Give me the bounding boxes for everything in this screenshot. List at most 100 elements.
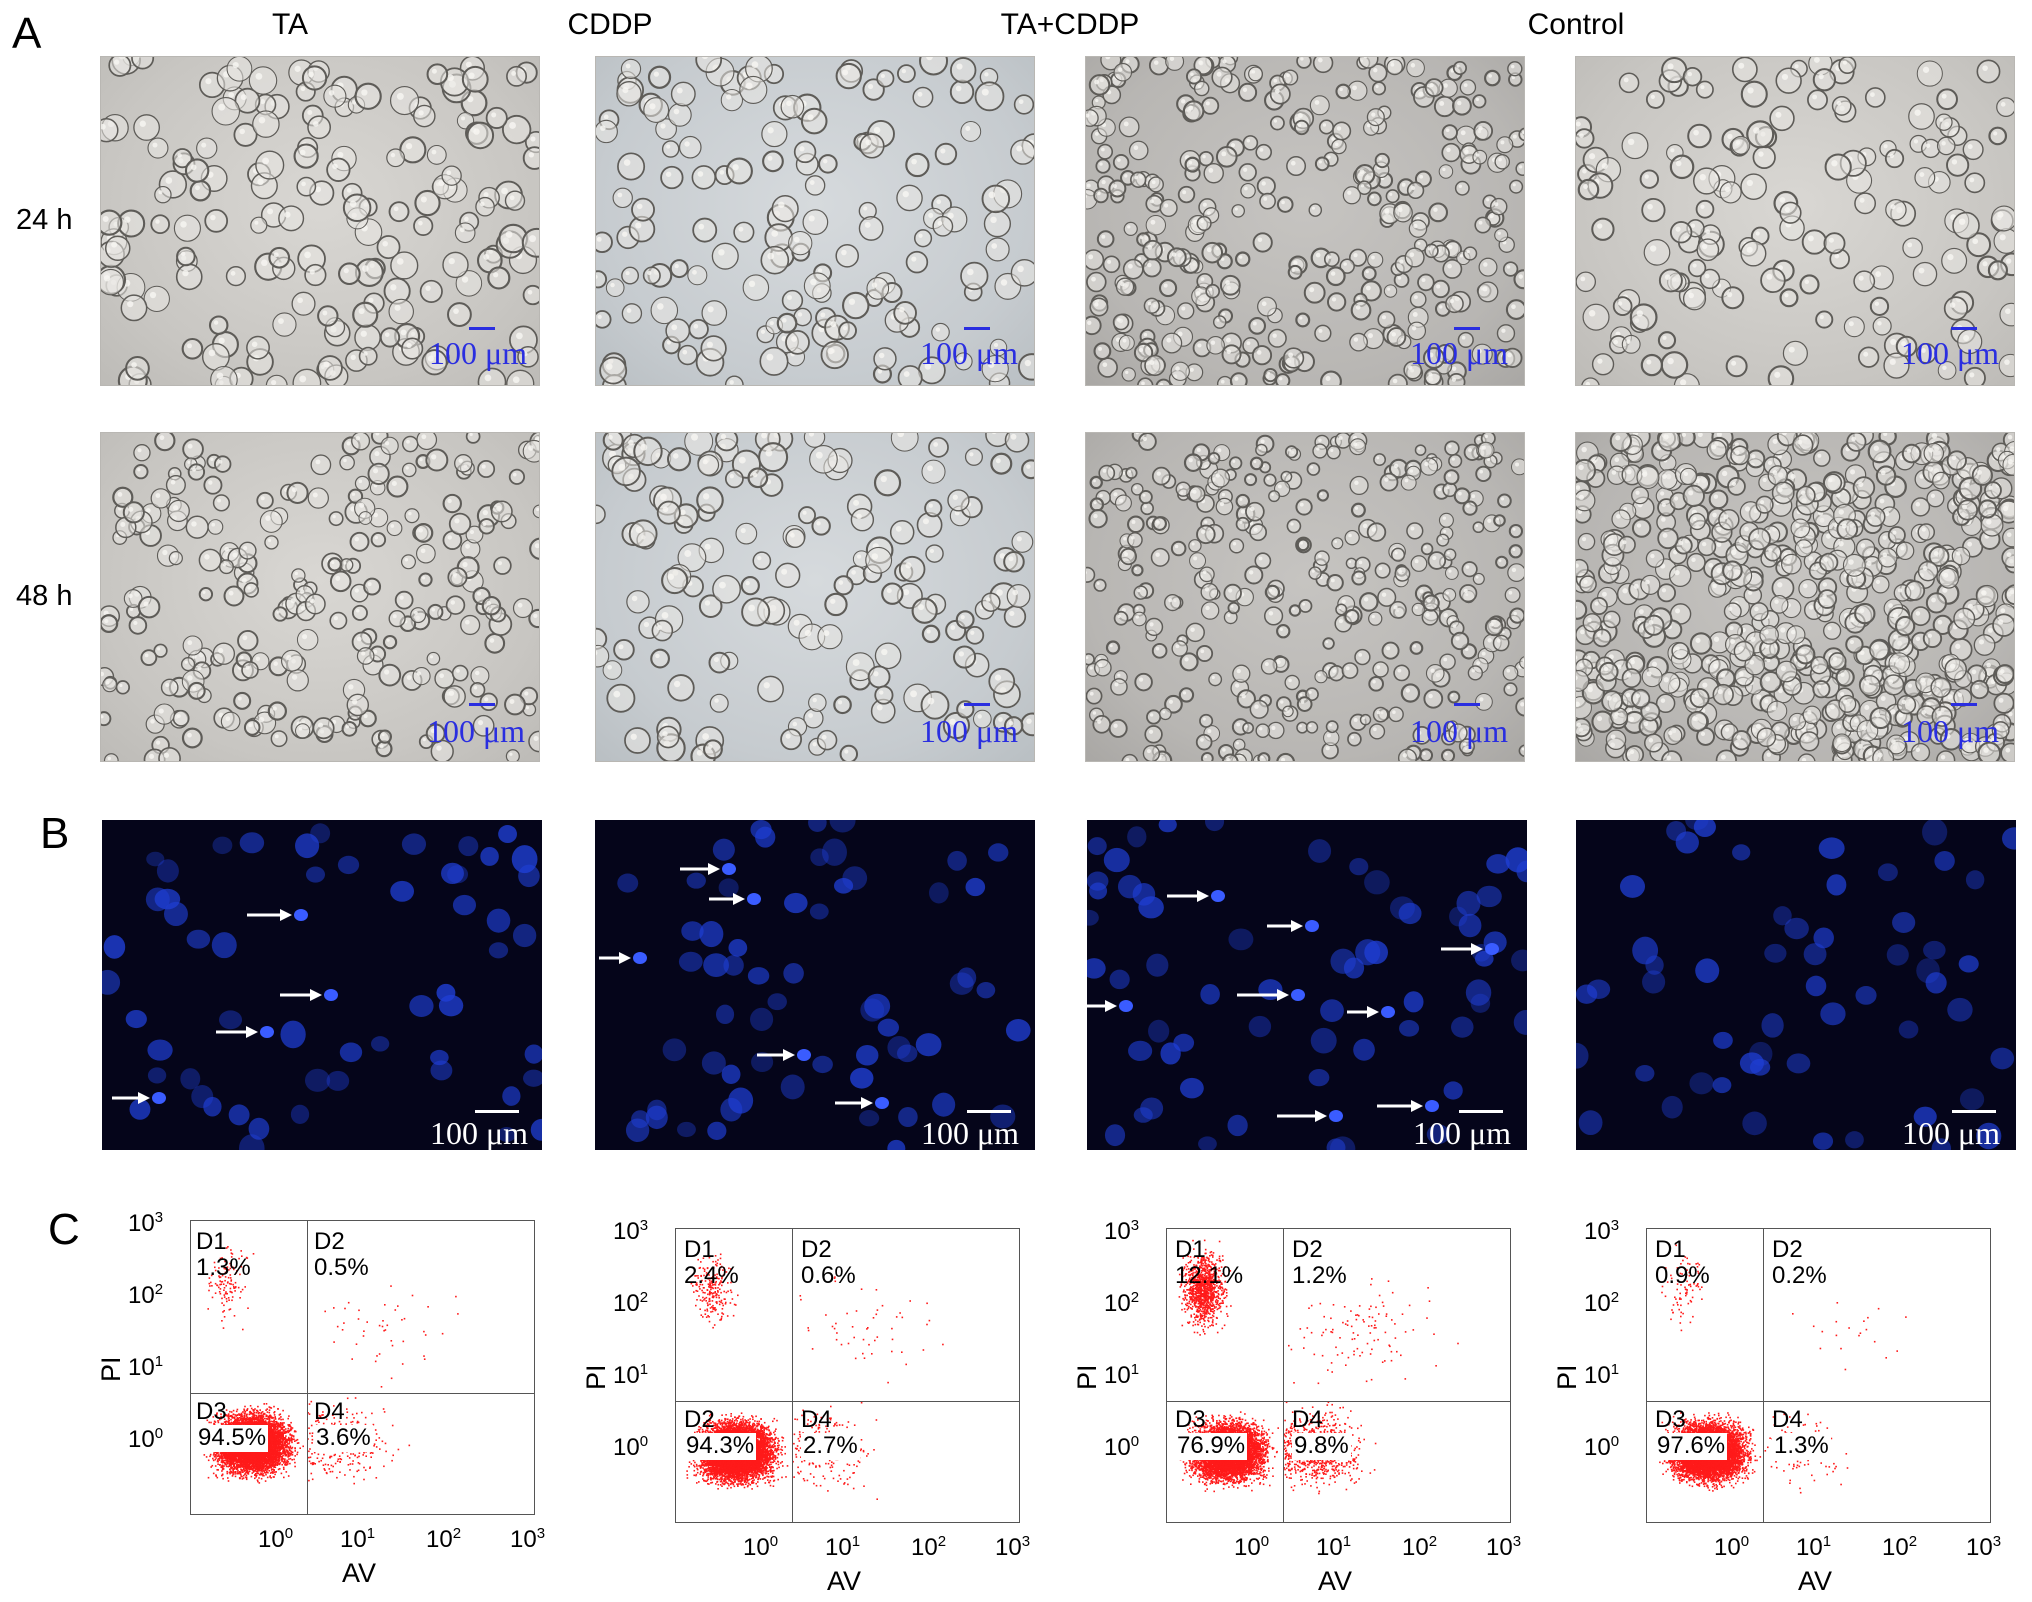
column-title-ta: TA	[70, 10, 510, 40]
fluorescence-control: 100 μm	[1576, 820, 2016, 1150]
arrowhead-icon	[708, 863, 720, 875]
quadrant-dots-d2	[1792, 1302, 1907, 1371]
quadrant-percent: 2.7%	[801, 1432, 860, 1460]
y-tick-2: 102	[613, 1290, 648, 1316]
x-tick-2: 102	[426, 1526, 461, 1552]
cell-group	[1086, 433, 1524, 761]
panel-label-b: B	[40, 812, 69, 856]
x-tick-3: 103	[1966, 1534, 2001, 1560]
quadrant-line-vertical	[1283, 1229, 1284, 1522]
cell-layer	[101, 57, 539, 385]
apoptotic-nucleus	[152, 1092, 166, 1104]
row-label-48h: 48 h	[16, 582, 72, 611]
arrowhead-icon	[1471, 943, 1483, 955]
fluorescence-cddp: 100 μm	[595, 820, 1035, 1150]
quadrant-name: D4	[1772, 1406, 1803, 1433]
apoptotic-nucleus	[294, 909, 308, 921]
quadrant-label-d4: D4 2.7%	[801, 1406, 860, 1460]
micrograph-cddp-48h: 100 μm	[595, 432, 1035, 762]
flow-plot-ta: D1 1.3% D2 0.5% D3 94.5% D4 3.6% 103 102 101…	[90, 1210, 545, 1600]
quadrant-dots-d2	[324, 1285, 459, 1388]
quadrant-label-d3: D3 94.5%	[196, 1398, 269, 1452]
quadrant-line-vertical	[792, 1229, 793, 1522]
x-axis-title: AV	[827, 1568, 861, 1595]
arrow-layer	[112, 909, 338, 1104]
arrowhead-icon	[1197, 890, 1209, 902]
quadrant-percent: 0.5%	[314, 1254, 369, 1281]
quadrant-dots-d1	[207, 1246, 255, 1331]
panel-label-c: C	[48, 1208, 80, 1252]
y-axis-title: PI	[1072, 1364, 1102, 1390]
x-tick-0: 100	[743, 1534, 778, 1560]
quadrant-dots-d2	[799, 1276, 944, 1384]
x-tick-2: 102	[1882, 1534, 1917, 1560]
apoptotic-nucleus	[1211, 890, 1225, 902]
nuclei-group	[1576, 820, 2016, 1150]
y-tick-0: 100	[613, 1434, 648, 1460]
quadrant-percent: 76.9%	[1175, 1432, 1248, 1460]
x-tick-3: 103	[995, 1534, 1030, 1560]
quadrant-label-d2: D2 0.6%	[801, 1236, 856, 1290]
quadrant-label-d2: D2 1.2%	[1292, 1236, 1347, 1290]
quadrant-name: D3	[196, 1398, 227, 1425]
arrow-layer	[599, 863, 889, 1109]
micrograph-ta-cddp-24h: 100 μm	[1085, 56, 1525, 386]
scale-bar	[469, 327, 495, 330]
cell-layer	[1576, 433, 2014, 761]
quadrant-name: D4	[1292, 1406, 1323, 1433]
flow-plot-area: D1 2.4% D2 0.6% D2 94.3% D4 2.7%	[675, 1228, 1020, 1523]
column-title-control: Control	[1356, 10, 1796, 40]
scale-bar-label: 100 μm	[1901, 715, 1999, 747]
nuclei-layer	[617, 820, 1031, 1150]
arrow-layer	[1087, 890, 1499, 1122]
quadrant-name: D1	[1175, 1236, 1206, 1263]
y-tick-0: 100	[128, 1426, 163, 1452]
y-axis-title: PI	[581, 1364, 611, 1390]
column-title-cddp: CDDP	[390, 10, 830, 40]
scale-bar	[964, 327, 990, 330]
apoptotic-nucleus	[633, 952, 647, 964]
cell-layer	[596, 57, 1034, 385]
scale-bar-label: 100 μm	[920, 337, 1018, 369]
panel-label-a: A	[12, 12, 41, 56]
nuclei-layer	[1576, 820, 2016, 1150]
apoptotic-nucleus	[747, 893, 761, 905]
quadrant-name: D3	[1655, 1406, 1686, 1433]
quadrant-dots-d2	[1288, 1278, 1459, 1385]
quadrant-dots-d1	[1661, 1244, 1703, 1332]
apoptotic-nucleus	[1381, 1006, 1395, 1018]
apoptotic-nucleus	[1425, 1100, 1439, 1112]
x-tick-3: 103	[510, 1526, 545, 1552]
apoptotic-nucleus	[1329, 1110, 1343, 1122]
quadrant-name: D2	[801, 1236, 832, 1263]
cell-layer	[101, 433, 539, 761]
flow-plot-ta-cddp: D1 12.1% D2 1.2% D3 76.9% D4 9.8% 103 102 10…	[1066, 1218, 1521, 1600]
quadrant-name: D2	[1772, 1236, 1803, 1263]
x-axis-title: AV	[342, 1560, 376, 1587]
quadrant-label-d3: D2 94.3%	[684, 1406, 757, 1460]
apoptotic-nucleus	[324, 989, 338, 1001]
scale-bar-label: 100 μm	[1410, 337, 1508, 369]
scale-bar	[469, 703, 495, 706]
quadrant-percent: 0.2%	[1772, 1262, 1827, 1289]
quadrant-name: D4	[801, 1406, 832, 1433]
apoptotic-nucleus	[722, 863, 736, 875]
y-tick-2: 102	[1104, 1290, 1139, 1316]
quadrant-percent: 1.3%	[1772, 1432, 1831, 1460]
apoptotic-nucleus	[1119, 1000, 1133, 1012]
x-tick-0: 100	[1234, 1534, 1269, 1560]
scale-bar-label: 100 μm	[1902, 1117, 2000, 1149]
quadrant-name: D1	[684, 1236, 715, 1263]
quadrant-percent: 2.4%	[684, 1262, 739, 1289]
scale-bar-label: 100 μm	[427, 715, 525, 747]
column-title-ta-cddp: TA+CDDP	[850, 10, 1290, 40]
quadrant-label-d1: D1 1.3%	[196, 1228, 251, 1282]
micrograph-control-48h: 100 μm	[1575, 432, 2015, 762]
apoptotic-nucleus	[1291, 989, 1305, 1001]
quadrant-percent: 0.9%	[1655, 1262, 1710, 1289]
scale-bar	[1952, 1110, 1996, 1113]
y-tick-1: 101	[128, 1354, 163, 1380]
x-tick-1: 101	[1796, 1534, 1831, 1560]
scale-bar	[475, 1110, 519, 1113]
nuclei-group	[1087, 820, 1527, 1150]
